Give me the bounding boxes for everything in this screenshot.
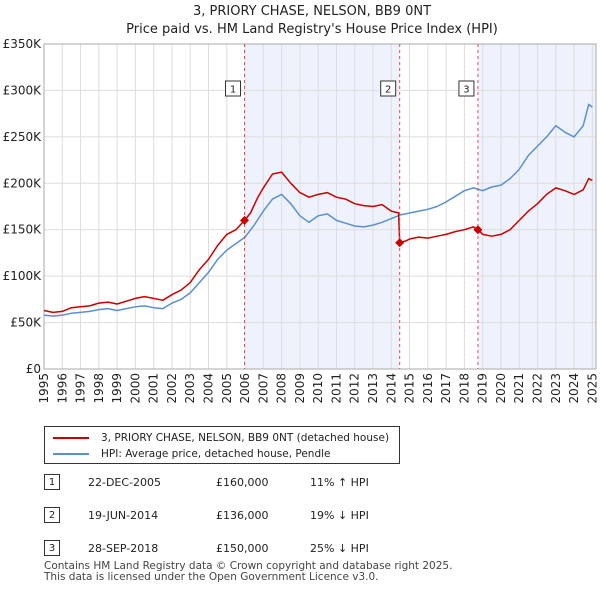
x-tick-label: 2013 <box>366 373 380 404</box>
x-tick-label: 2025 <box>585 373 599 404</box>
y-tick-label: £100K <box>3 269 43 283</box>
x-tick-label: 2020 <box>494 373 508 404</box>
x-tick-label: 2019 <box>476 373 490 404</box>
legend: 3, PRIORY CHASE, NELSON, BB9 0NT (detach… <box>44 426 400 464</box>
x-tick-label: 1996 <box>55 373 69 404</box>
legend-item-hpi: HPI: Average price, detached house, Pend… <box>53 446 330 462</box>
x-tick-label: 2005 <box>220 373 234 404</box>
transaction-point <box>240 215 250 225</box>
x-tick-label: 2016 <box>421 373 435 404</box>
x-tick-label: 2010 <box>311 373 325 404</box>
plot-frame <box>43 43 597 370</box>
transaction-number: 2 <box>44 507 60 523</box>
chart: 3, PRIORY CHASE, NELSON, BB9 0NT Price p… <box>3 4 600 404</box>
transaction-date: 22-DEC-2005 <box>88 476 162 489</box>
chart-title: 3, PRIORY CHASE, NELSON, BB9 0NT <box>193 4 431 19</box>
legend-item-property: 3, PRIORY CHASE, NELSON, BB9 0NT (detach… <box>53 430 389 446</box>
x-tick-label: 2014 <box>384 373 398 404</box>
transaction-hpi: 25% ↓ HPI <box>310 542 369 555</box>
x-tick-label: 2008 <box>275 373 289 404</box>
x-tick-label: 2000 <box>128 373 142 404</box>
y-tick-label: £150K <box>3 223 43 237</box>
x-tick-label: 1998 <box>92 373 106 404</box>
transaction-price: £160,000 <box>216 476 269 489</box>
transaction-point <box>395 238 405 248</box>
legend-label-property: 3, PRIORY CHASE, NELSON, BB9 0NT (detach… <box>101 432 390 444</box>
x-tick-label: 2002 <box>165 373 179 404</box>
transaction-label-box <box>225 80 242 97</box>
transaction-hpi: 11% ↑ HPI <box>310 476 369 489</box>
table-row: 3 28-SEP-2018 £150,000 25% ↓ HPI <box>44 540 464 558</box>
x-tick-label: 2012 <box>348 373 362 404</box>
x-tick-label: 2023 <box>549 373 563 404</box>
footer-licence: This data is licensed under the Open Gov… <box>44 571 379 583</box>
x-tick-label: 2006 <box>238 373 252 404</box>
legend-swatch-hpi <box>53 453 89 455</box>
transaction-label-number: 2 <box>385 85 391 96</box>
transaction-price: £150,000 <box>216 542 269 555</box>
y-tick-label: £250K <box>3 130 43 144</box>
chart-subtitle: Price paid vs. HM Land Registry's House … <box>126 22 498 37</box>
transaction-number: 1 <box>44 474 60 490</box>
x-tick-label: 2021 <box>512 373 526 404</box>
transaction-hpi: 19% ↓ HPI <box>310 509 369 522</box>
transaction-date: 19-JUN-2014 <box>88 509 159 522</box>
x-tick-label: 2024 <box>567 373 581 404</box>
transaction-price: £136,000 <box>216 509 269 522</box>
y-tick-label: £200K <box>3 176 43 190</box>
x-tick-label: 2007 <box>256 373 270 404</box>
transaction-point <box>473 225 483 235</box>
footer: Contains HM Land Registry data © Crown c… <box>44 561 452 583</box>
table-row: 2 19-JUN-2014 £136,000 19% ↓ HPI <box>44 507 464 525</box>
shaded-region <box>477 44 596 369</box>
x-tick-label: 2011 <box>329 373 343 404</box>
transaction-label-box <box>380 80 397 97</box>
y-tick-label: £350K <box>3 37 43 51</box>
x-tick-label: 2004 <box>202 373 216 404</box>
x-tick-label: 2009 <box>293 373 307 404</box>
transaction-label-number: 3 <box>463 85 469 96</box>
hpi-line <box>43 103 593 317</box>
x-tick-label: 1995 <box>37 373 51 404</box>
table-row: 1 22-DEC-2005 £160,000 11% ↑ HPI <box>44 474 464 492</box>
x-tick-label: 1999 <box>110 373 124 404</box>
x-tick-label: 2001 <box>147 373 161 404</box>
legend-label-hpi: HPI: Average price, detached house, Pend… <box>101 448 331 460</box>
x-tick-label: 1997 <box>74 373 88 404</box>
y-tick-label: £50K <box>10 316 42 330</box>
transaction-date: 28-SEP-2018 <box>88 542 159 555</box>
x-tick-label: 2022 <box>531 373 545 404</box>
x-tick-label: 2017 <box>439 373 453 404</box>
footer-copyright: Contains HM Land Registry data © Crown c… <box>44 560 453 572</box>
transaction-label-number: 1 <box>230 85 236 96</box>
legend-swatch-property <box>53 437 89 439</box>
y-tick-label: £0 <box>26 362 41 376</box>
x-tick-label: 2003 <box>183 373 197 404</box>
transaction-label-box <box>458 80 475 97</box>
y-tick-label: £300K <box>3 83 43 97</box>
property-price-line <box>43 171 593 314</box>
transaction-number: 3 <box>44 540 60 556</box>
x-tick-label: 2018 <box>457 373 471 404</box>
x-tick-label: 2015 <box>403 373 417 404</box>
